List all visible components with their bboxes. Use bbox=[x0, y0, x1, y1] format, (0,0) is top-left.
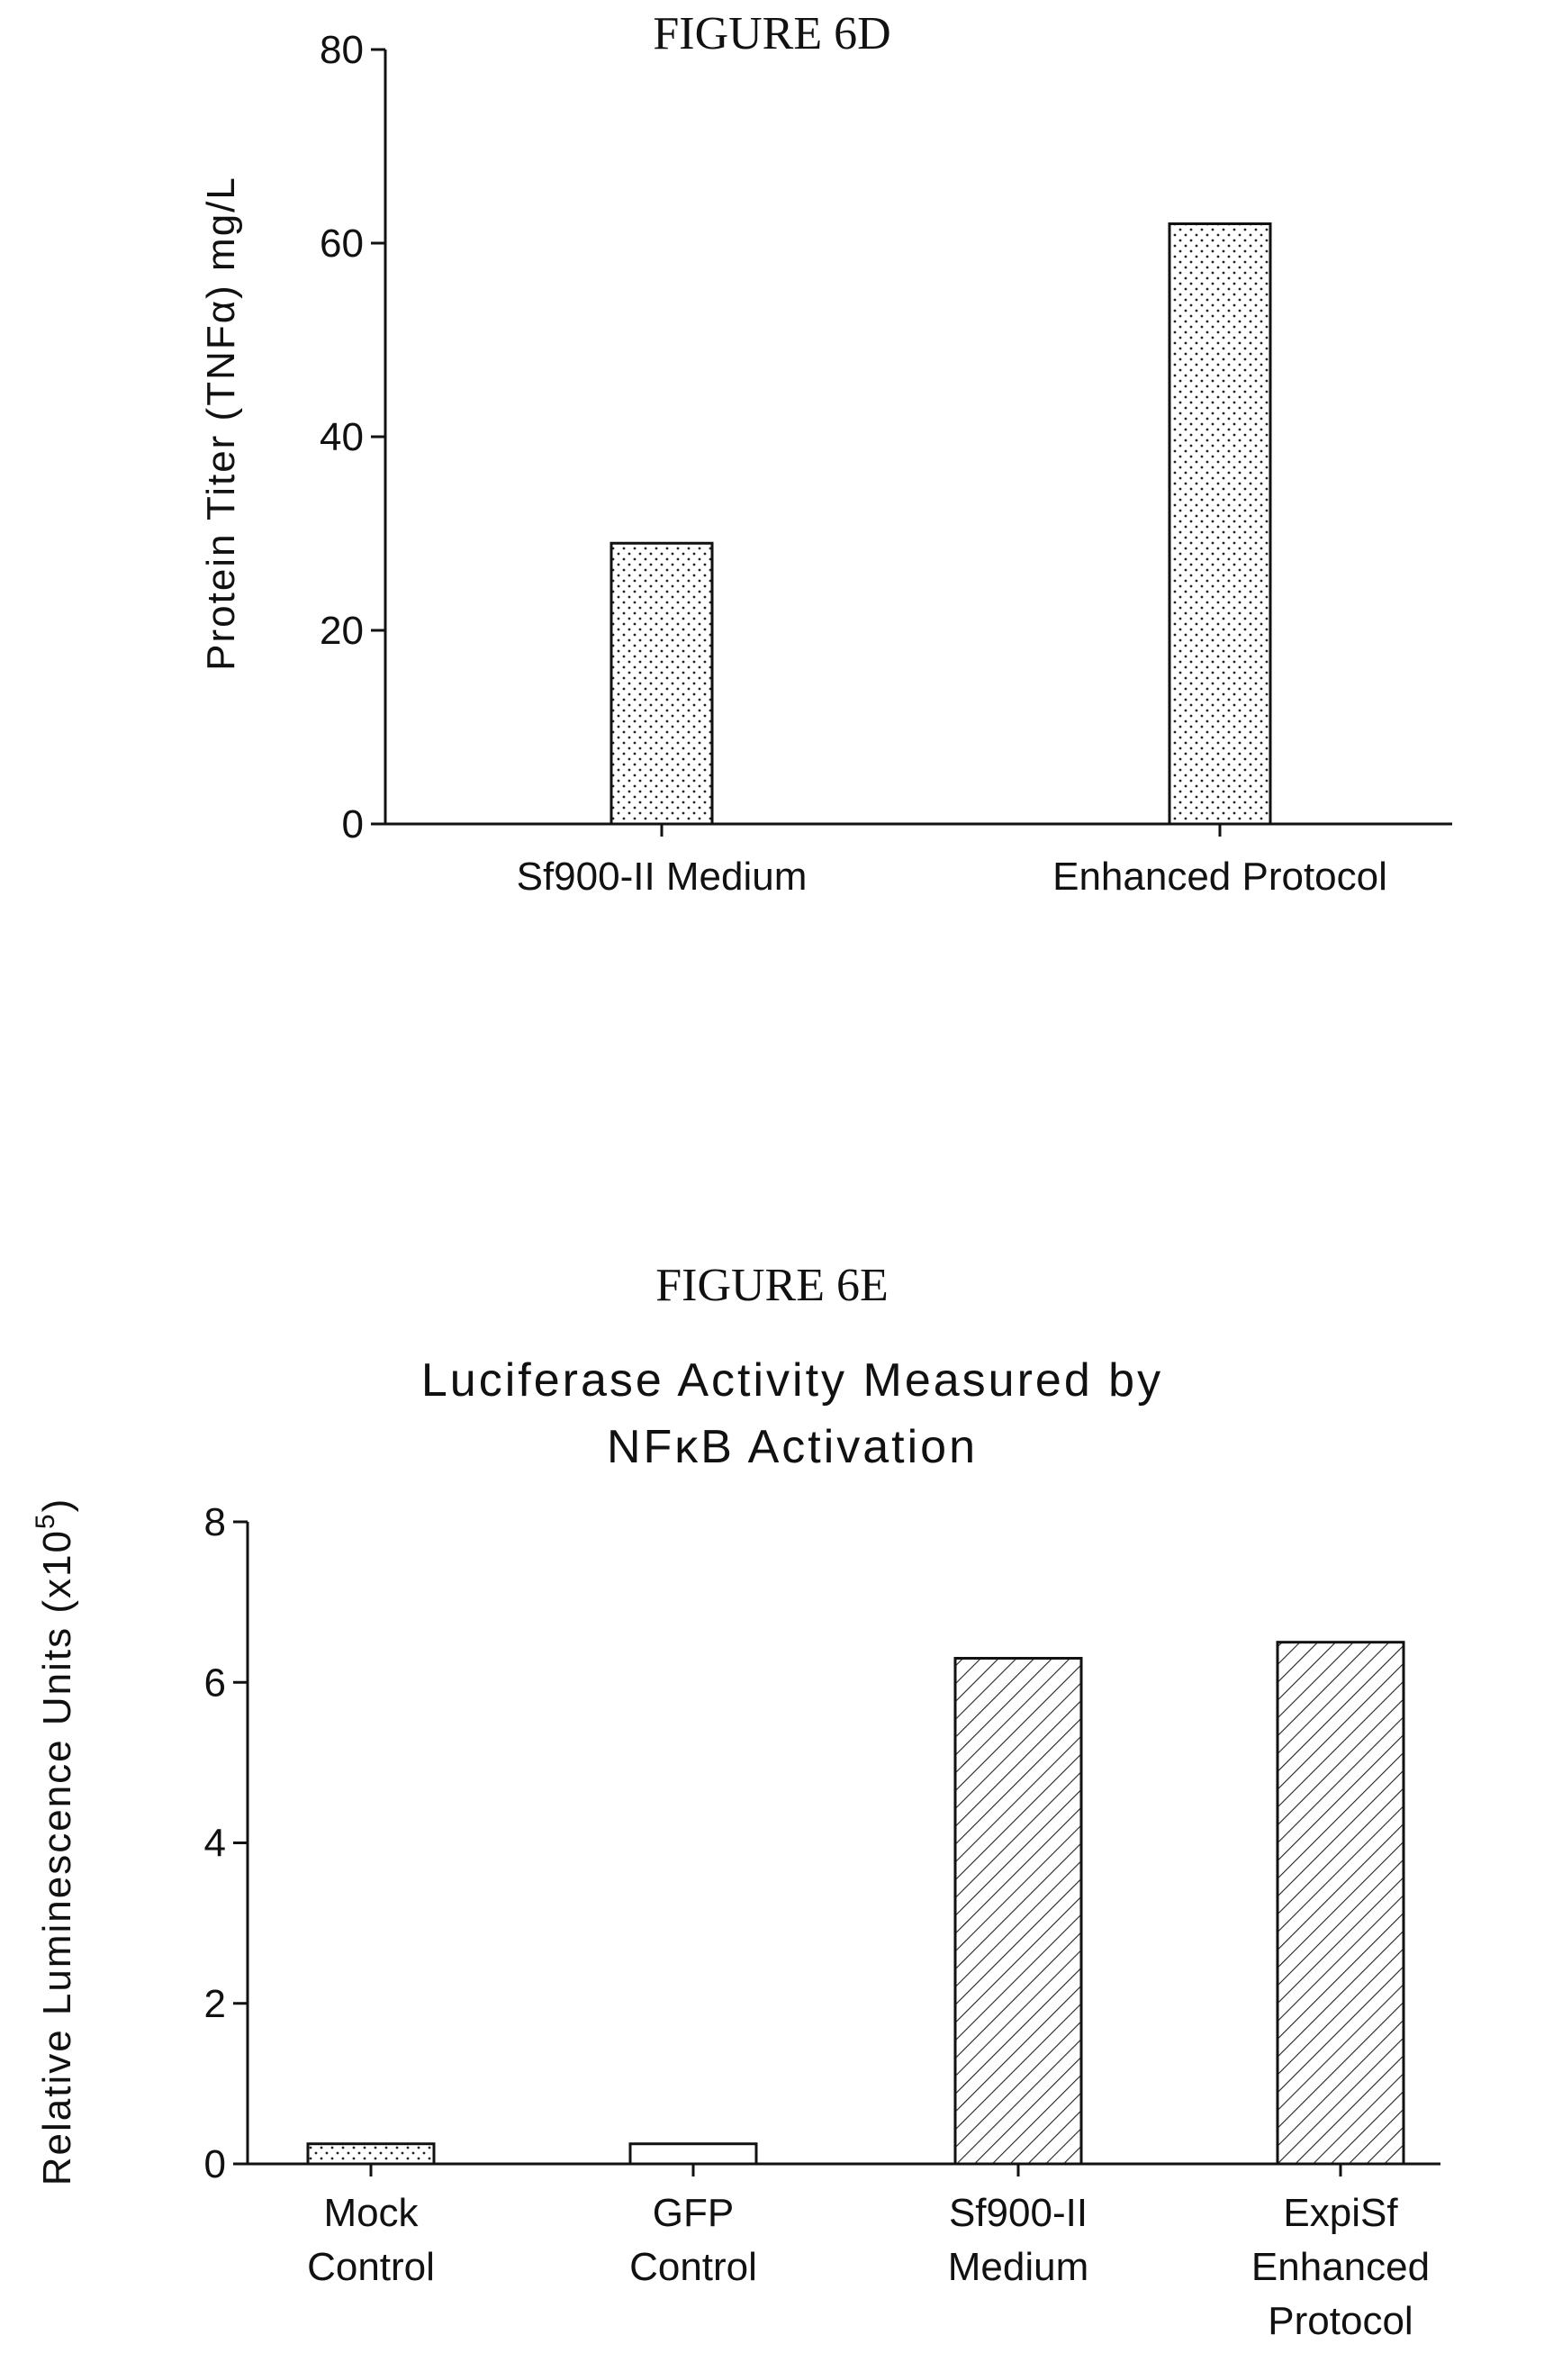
chart-6e-bar-0 bbox=[306, 2142, 436, 2166]
chart-6e-xtick-label-3-line-1: Enhanced bbox=[1251, 2245, 1430, 2289]
chart-6e-ytick-label-1: 2 bbox=[204, 1982, 226, 2026]
chart-6d-xtick-label-1: Enhanced Protocol bbox=[1052, 855, 1387, 899]
chart-6e-bar-2 bbox=[953, 1657, 1083, 2166]
chart-6d-ytick-label-3: 60 bbox=[320, 222, 364, 266]
chart-6d: 0 20 40 60 80 Sf900-II Medium Enhanced Protoc… bbox=[199, 28, 1452, 899]
chart-6e-title-line-2: NFκB Activation bbox=[607, 1421, 978, 1473]
chart-6d-y-axis-label: Protein Titer (TNFα) mg/L bbox=[199, 176, 243, 671]
chart-6d-ytick-label-1: 20 bbox=[320, 609, 364, 653]
chart-6e-xtick-label-2-line-1: Medium bbox=[948, 2245, 1089, 2289]
chart-6d-ytick-label-4: 80 bbox=[320, 28, 364, 72]
chart-6e-xtick-label-2-line-0: Sf900-II bbox=[949, 2191, 1088, 2235]
chart-6e-ytick-label-0: 0 bbox=[204, 2142, 226, 2186]
chart-6e-bar-3 bbox=[1276, 1641, 1405, 2166]
chart-6e-xtick-label-3-line-0: ExpiSf bbox=[1283, 2191, 1398, 2235]
chart-6e-y-axis-label-superscript: 5 bbox=[31, 1512, 60, 1529]
chart-6d-xtick-label-0: Sf900-II Medium bbox=[517, 855, 808, 899]
chart-6e-bar-1 bbox=[628, 2142, 758, 2166]
chart-6e-y-axis-label: Relative Luminescence Units (x105) bbox=[31, 1498, 79, 2186]
chart-6e-xtick-label-1-line-0: GFP bbox=[653, 2191, 734, 2235]
chart-6e-y-axis-label-close: ) bbox=[35, 1498, 79, 1513]
chart-6e-ytick-label-3: 6 bbox=[204, 1661, 226, 1705]
chart-6e-ytick-label-2: 4 bbox=[204, 1822, 226, 1866]
chart-6e-y-axis-label-main: Relative Luminescence Units (x10 bbox=[35, 1529, 79, 2185]
chart-6e: Luciferase Activity Measured by NFκB Act… bbox=[31, 1354, 1440, 2343]
chart-6d-ytick-label-2: 40 bbox=[320, 415, 364, 459]
chart-6e-title-line-1: Luciferase Activity Measured by bbox=[421, 1354, 1163, 1407]
figure-6e-label: FIGURE 6E bbox=[655, 1260, 889, 1311]
chart-6e-xtick-label-0-line-0: Mock bbox=[323, 2191, 419, 2235]
chart-6e-ytick-label-4: 8 bbox=[204, 1500, 226, 1544]
chart-6e-xtick-label-3-line-2: Protocol bbox=[1268, 2299, 1413, 2343]
figure-6d-label: FIGURE 6D bbox=[653, 8, 891, 59]
chart-6e-xtick-label-1-line-1: Control bbox=[629, 2245, 757, 2289]
chart-6e-xtick-label-0-line-1: Control bbox=[307, 2245, 435, 2289]
chart-6d-bar-1 bbox=[1168, 222, 1272, 826]
chart-6d-bar-0 bbox=[609, 541, 714, 826]
chart-6d-ytick-label-0: 0 bbox=[342, 802, 364, 846]
